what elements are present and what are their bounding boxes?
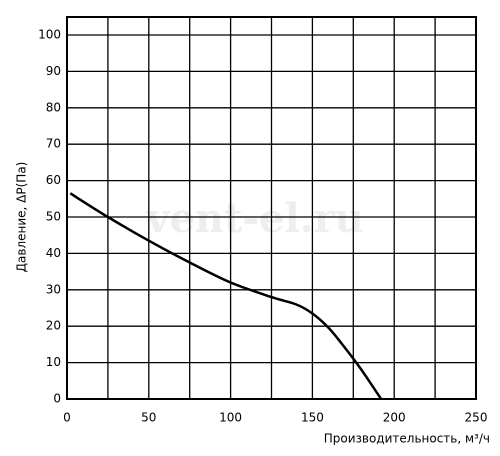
y-tick-label: 80 (46, 100, 61, 114)
y-tick-label: 60 (46, 173, 61, 187)
x-tick-label: 50 (141, 411, 156, 425)
plot-frame (66, 16, 477, 400)
x-tick-label: 150 (301, 411, 324, 425)
x-tick-label: 250 (465, 411, 488, 425)
x-axis-label: Производительность, м³/ч (324, 432, 490, 446)
x-tick-label: 200 (383, 411, 406, 425)
y-tick-label: 30 (46, 282, 61, 296)
y-tick-label: 90 (46, 64, 61, 78)
y-tick-label: 70 (46, 137, 61, 151)
x-tick-label: 0 (63, 411, 71, 425)
y-tick-label: 40 (46, 246, 61, 260)
x-tick-label: 100 (219, 411, 242, 425)
y-tick-label: 10 (46, 355, 61, 369)
y-tick-label: 0 (53, 392, 61, 406)
y-axis-label: Давление, ΔP(Па) (15, 162, 29, 273)
curve (69, 192, 383, 400)
y-tick-label: 50 (46, 210, 61, 224)
y-tick-label: 20 (46, 319, 61, 333)
watermark: vent-el.ru (145, 195, 364, 242)
y-tick-label: 100 (38, 28, 61, 42)
